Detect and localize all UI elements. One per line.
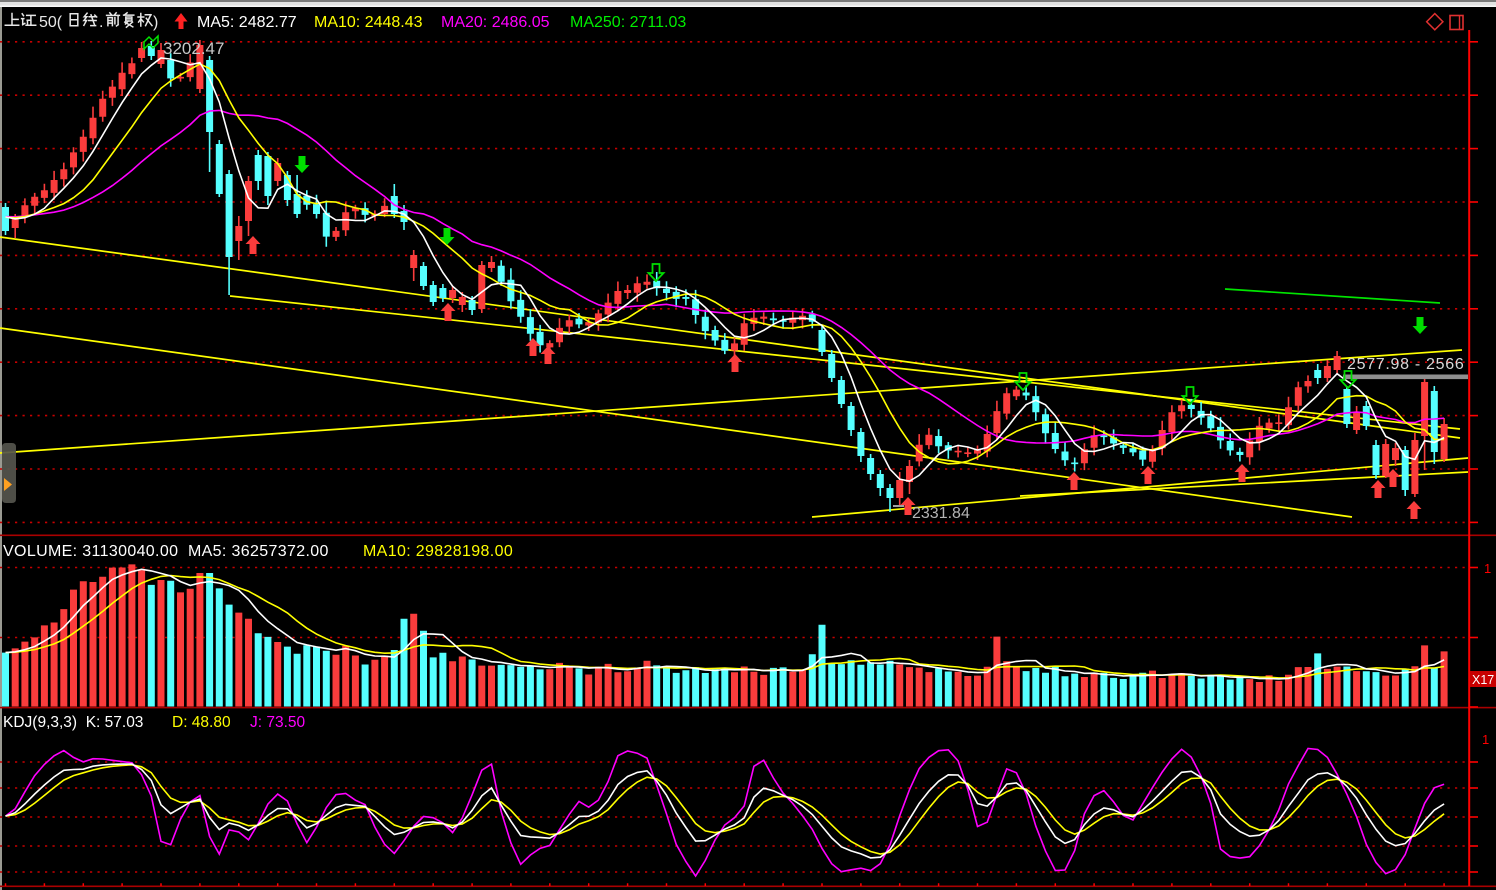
svg-text:J: 73.50: J: 73.50 — [250, 714, 306, 731]
svg-text:MA20: 2486.05: MA20: 2486.05 — [441, 14, 550, 31]
svg-text:D: 48.80: D: 48.80 — [172, 714, 231, 731]
svg-text:MA250: 2711.03: MA250: 2711.03 — [570, 14, 686, 31]
svg-text:2331.84: 2331.84 — [912, 505, 970, 522]
svg-text:VOLUME: 31130040.00 MA5: 3625: VOLUME: 31130040.00 MA5: 36257372.00 — [3, 543, 329, 560]
svg-text:X17: X17 — [1472, 673, 1494, 687]
svg-text:3202.47: 3202.47 — [163, 39, 224, 58]
svg-text:MA10: 2448.43: MA10: 2448.43 — [314, 14, 423, 31]
svg-text:1: 1 — [1484, 561, 1491, 576]
svg-text:2577.98 - 2566: 2577.98 - 2566 — [1347, 356, 1464, 373]
svg-text:.: . — [99, 14, 103, 31]
svg-text:KDJ(9,3,3) K: 57.03: KDJ(9,3,3) K: 57.03 — [3, 714, 143, 731]
svg-text:1: 1 — [1482, 732, 1489, 747]
svg-text:MA10: 29828198.00: MA10: 29828198.00 — [363, 543, 513, 560]
svg-text:MA5: 2482.77: MA5: 2482.77 — [197, 14, 297, 31]
svg-text:50(: 50( — [39, 14, 63, 31]
svg-text:): ) — [153, 14, 158, 31]
